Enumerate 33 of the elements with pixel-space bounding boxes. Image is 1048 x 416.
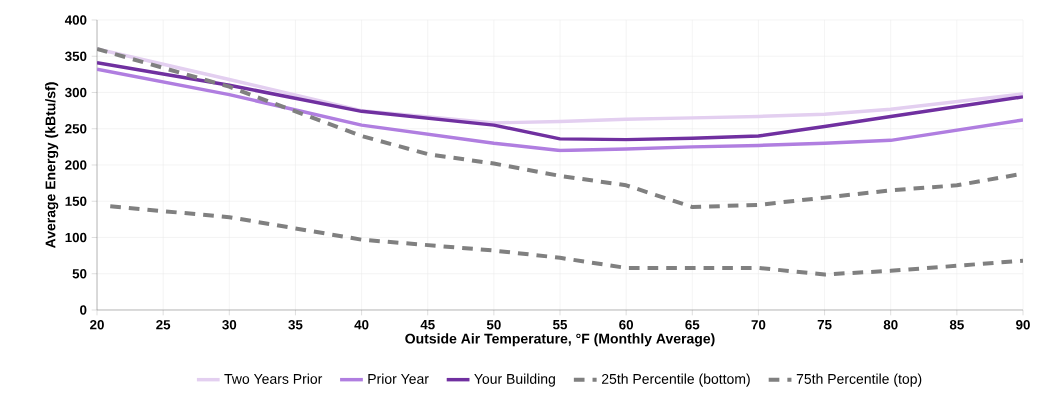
y-tick-label: 0	[80, 305, 87, 315]
x-tick-label: 45	[420, 320, 435, 330]
legend-label: 75th Percentile (top)	[796, 373, 922, 387]
x-tick-label: 60	[619, 320, 634, 330]
x-tick-label: 40	[354, 320, 369, 330]
x-tick-label: 55	[553, 320, 568, 330]
legend-label: Your Building	[474, 373, 555, 387]
legend-label: Prior Year	[368, 373, 429, 384]
y-tick-label: 250	[65, 124, 87, 134]
line-series	[97, 67, 1023, 153]
x-tick-label: 70	[751, 320, 766, 330]
y-tick-label: 300	[65, 87, 87, 98]
y-tick-label: 150	[65, 196, 87, 206]
x-tick-label: 35	[288, 320, 303, 330]
x-tick-label: 85	[949, 320, 964, 330]
x-tick-label: 75	[817, 320, 832, 330]
y-axis-title: Average Energy (kBtu/sf)	[45, 82, 59, 249]
legend-label: Two Years Prior	[224, 373, 323, 384]
line-series	[97, 61, 1023, 142]
x-tick-label: 80	[883, 320, 898, 330]
x-tick-label: 90	[1016, 320, 1030, 330]
x-tick-label: 65	[685, 320, 700, 330]
x-tick-label: 50	[486, 320, 501, 330]
x-axis-title: Outside Air Temperature, °F (Monthly Average)	[405, 333, 715, 347]
legend-label: 25th Percentile (bottom)	[602, 373, 750, 387]
y-tick-label: 350	[65, 51, 87, 61]
y-tick-label: 400	[64, 15, 87, 25]
x-tick-label: 25	[156, 320, 171, 330]
x-tick-label: 20	[90, 320, 104, 330]
x-tick-label: 30	[222, 320, 237, 330]
y-tick-label: 100	[65, 232, 87, 243]
y-tick-label: 50	[72, 269, 87, 279]
y-tick-label: 200	[65, 160, 87, 170]
